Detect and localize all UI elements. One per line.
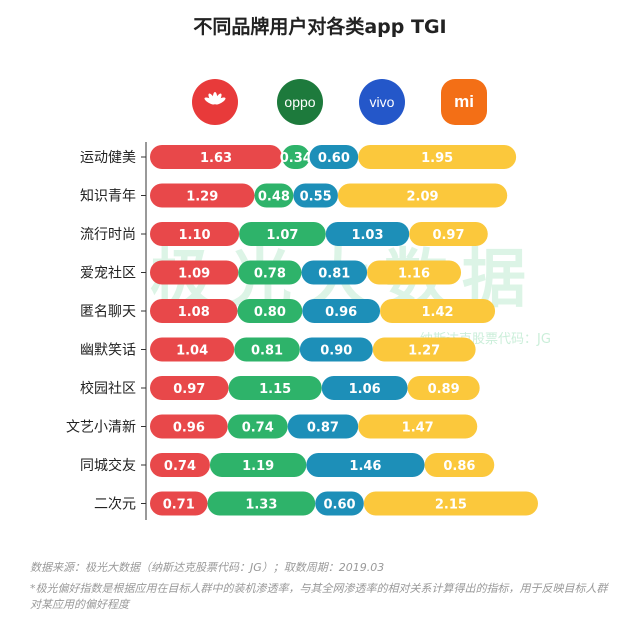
data-label: 1.19 xyxy=(242,459,274,474)
huawei-logo-icon xyxy=(192,79,238,125)
data-label: 0.96 xyxy=(325,305,357,320)
data-label: 0.55 xyxy=(300,190,332,205)
bar-segment xyxy=(309,145,359,169)
bar-segment xyxy=(424,453,495,477)
bar-segment xyxy=(282,145,310,169)
bar-segment xyxy=(315,491,364,516)
data-label: 1.27 xyxy=(408,344,440,359)
bar-segment xyxy=(358,145,517,169)
data-label: 1.07 xyxy=(266,228,298,243)
bar-segment xyxy=(150,183,255,208)
bar-segment xyxy=(372,337,476,362)
bar-segment xyxy=(227,414,288,439)
bar-segment xyxy=(150,491,208,516)
data-label: 1.06 xyxy=(349,382,381,397)
bar-segment xyxy=(238,260,302,285)
bar-segment xyxy=(325,222,410,246)
data-label: 0.60 xyxy=(324,498,356,513)
bar-segment xyxy=(150,453,210,477)
bar-segment xyxy=(321,376,408,400)
bar-segment xyxy=(293,183,338,208)
category-label: 流行时尚 xyxy=(80,227,136,243)
data-label: 0.60 xyxy=(318,151,350,166)
bar-segment xyxy=(234,337,300,362)
data-label: 0.34 xyxy=(280,151,312,166)
data-label: 1.29 xyxy=(186,190,218,205)
oppo-logo-icon: oppo xyxy=(277,79,323,125)
data-label: 0.86 xyxy=(443,459,475,474)
bar-segment xyxy=(207,491,316,516)
data-label: 0.81 xyxy=(318,267,350,282)
bar-segment xyxy=(150,376,229,400)
bar-segment xyxy=(287,414,359,439)
bar-segment xyxy=(228,376,322,400)
bar-segment xyxy=(358,414,478,439)
data-label: 0.48 xyxy=(258,190,290,205)
category-label: 二次元 xyxy=(94,497,136,513)
data-label: 0.87 xyxy=(307,421,339,436)
data-label: 0.97 xyxy=(432,228,464,243)
bar-segment xyxy=(237,299,303,323)
bar-segment xyxy=(150,414,228,439)
bar-segment xyxy=(299,337,373,362)
data-label: 2.09 xyxy=(407,190,439,205)
bar-segment xyxy=(409,222,488,246)
bar-segment xyxy=(301,260,368,285)
data-label: 1.08 xyxy=(178,305,210,320)
bar-segment xyxy=(363,491,538,516)
data-label: 0.78 xyxy=(254,267,286,282)
bar-segment xyxy=(150,299,238,323)
data-label: 1.95 xyxy=(421,151,453,166)
data-label: 1.33 xyxy=(245,498,277,513)
data-label: 1.10 xyxy=(179,228,211,243)
bar-segment xyxy=(150,222,240,246)
category-label: 爱宠社区 xyxy=(80,266,136,282)
bar-segment xyxy=(306,453,425,477)
chart-title: 不同品牌用户对各类app TGI xyxy=(193,16,447,38)
data-label: 0.90 xyxy=(320,344,352,359)
data-label: 0.97 xyxy=(173,382,205,397)
bar-segment xyxy=(254,183,294,208)
data-label: 1.63 xyxy=(200,151,232,166)
category-label: 知识青年 xyxy=(80,188,136,205)
footnote: *极光偏好指数是根据应用在目标人群中的装机渗透率，与其全网渗透率的相对关系计算得… xyxy=(30,582,608,611)
bar-segment xyxy=(150,337,235,362)
category-label: 匿名聊天 xyxy=(80,304,136,320)
data-label: 2.15 xyxy=(435,498,467,513)
bar-segment xyxy=(407,376,480,400)
data-label: 1.15 xyxy=(259,382,291,397)
data-label: 0.74 xyxy=(242,421,274,436)
data-label: 0.71 xyxy=(163,498,195,513)
data-label: 1.42 xyxy=(422,305,454,320)
bar-segment xyxy=(302,299,381,323)
bar-segment xyxy=(209,453,307,477)
data-label: 1.04 xyxy=(176,344,208,359)
data-label: 0.96 xyxy=(173,421,205,436)
bar-segment xyxy=(380,299,496,323)
category-label: 文艺小清新 xyxy=(66,420,136,436)
data-label: 0.89 xyxy=(428,382,460,397)
bar-segment xyxy=(150,260,239,285)
category-label: 幽默笑话 xyxy=(80,343,136,359)
data-label: 1.47 xyxy=(402,421,434,436)
category-label: 同城交友 xyxy=(80,457,136,474)
data-label: 0.74 xyxy=(164,459,196,474)
xiaomi-logo-icon: mi xyxy=(441,79,487,125)
data-source-note: 数据来源：极光大数据（纳斯达克股票代码：JG）；取数周期：2019.03 xyxy=(30,561,385,574)
vivo-logo-icon: vivo xyxy=(359,79,405,125)
data-label: 1.46 xyxy=(349,459,381,474)
bar-segment xyxy=(239,222,326,246)
category-label: 校园社区 xyxy=(80,380,136,397)
data-label: 1.09 xyxy=(178,267,210,282)
bar-segment xyxy=(367,260,462,285)
category-label: 运动健美 xyxy=(80,150,136,166)
data-label: 0.80 xyxy=(254,305,286,320)
data-label: 1.03 xyxy=(351,228,383,243)
bar-segment xyxy=(337,183,508,208)
bar-segment xyxy=(150,145,283,169)
huawei-petals-icon xyxy=(204,92,226,105)
data-label: 0.81 xyxy=(251,344,283,359)
data-label: 1.16 xyxy=(398,267,430,282)
